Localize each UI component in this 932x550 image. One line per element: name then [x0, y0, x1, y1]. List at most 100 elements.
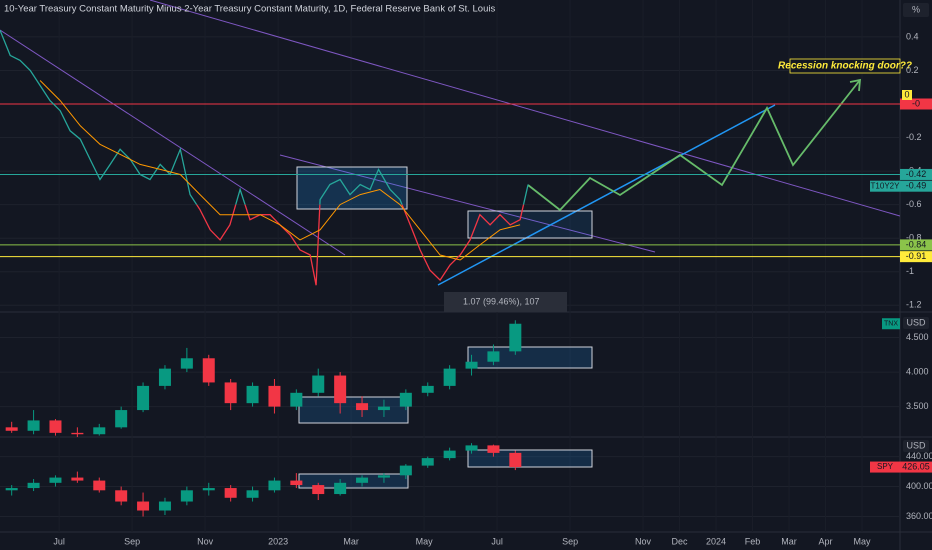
price-label: -0.91 [906, 251, 927, 261]
x-tick-label: Jul [53, 536, 65, 546]
price-label-box [900, 239, 932, 251]
x-tick-label: Sep [562, 536, 578, 546]
x-tick-label: Sep [124, 536, 140, 546]
range-box [467, 346, 593, 369]
y-tick-label: 400.00 [906, 481, 932, 491]
candle-body [268, 385, 281, 407]
candle-body [334, 375, 347, 404]
unit-label: % [912, 4, 920, 14]
price-label: -0.42 [906, 169, 927, 179]
price-label-box [900, 180, 932, 192]
candle-body [49, 420, 62, 433]
trend-line [437, 104, 776, 286]
y-tick-label: -0.6 [906, 199, 922, 209]
price-label: -0.84 [906, 239, 927, 249]
candle-body [49, 477, 62, 483]
candle-body [115, 410, 128, 428]
chart-title: 10-Year Treasury Constant Maturity Minus… [4, 4, 495, 15]
x-tick-label: Mar [343, 536, 359, 546]
price-label-box [900, 251, 932, 263]
price-label: -0 [912, 98, 920, 108]
candle-body [443, 450, 456, 459]
candle-body [202, 358, 215, 383]
candle-body [158, 501, 171, 511]
candle-body [158, 368, 171, 386]
y-tick-label: 360.00 [906, 511, 932, 521]
price-label: 426.05 [902, 461, 930, 471]
trend-line [149, 0, 900, 217]
candle-body [487, 351, 500, 362]
range-box [467, 449, 593, 468]
annotation-box [789, 58, 901, 74]
y-tick-label: 0.2 [906, 65, 919, 75]
x-tick-label: May [854, 536, 872, 546]
y-tick-label: 440.00 [906, 451, 932, 461]
price-label-box [900, 98, 932, 110]
candle-body [137, 385, 150, 411]
x-tick-label: May [416, 536, 434, 546]
candle-body [465, 445, 478, 451]
tooltip: 1.07 (99.46%), 107 [463, 296, 540, 306]
candle-body [356, 477, 369, 483]
y-tick-label: 3.500 [906, 401, 929, 411]
candle-body [334, 482, 347, 495]
x-tick-label: Feb [745, 536, 761, 546]
candle-body [115, 490, 128, 502]
candle-body [290, 480, 303, 486]
price-label: -0.49 [906, 181, 927, 191]
candle-body [137, 501, 150, 511]
x-tick-label: Nov [197, 536, 214, 546]
candle-body [268, 480, 281, 491]
candle-body [27, 482, 40, 489]
x-tick-label: Nov [635, 536, 652, 546]
candle-body [399, 465, 412, 476]
x-tick-label: Mar [781, 536, 797, 546]
candle-body [356, 403, 369, 411]
marker-label: 0 [904, 89, 909, 99]
y-tick-label: 4.000 [906, 366, 929, 376]
candle-body [421, 385, 434, 393]
candle-body [224, 382, 237, 404]
candle-body [290, 392, 303, 407]
candle-body [246, 385, 259, 404]
marker-box [902, 90, 912, 100]
y-tick-label: -0.8 [906, 233, 922, 243]
unit-box [903, 440, 929, 452]
projection-arrow [527, 79, 861, 212]
y-tick-label: -1 [906, 266, 914, 276]
candle-body [399, 392, 412, 407]
range-box [296, 166, 408, 210]
candle-body [443, 368, 456, 386]
candle-body [5, 427, 18, 431]
candle-body [509, 323, 522, 352]
series-line [39, 80, 521, 261]
candle-body [27, 420, 40, 431]
y-tick-label: -0.2 [906, 132, 922, 142]
x-tick-label: Jul [491, 536, 503, 546]
x-tick-label: 2023 [268, 536, 288, 546]
series-line [0, 29, 529, 205]
candle-body [71, 477, 84, 481]
series-name-box [870, 461, 900, 473]
labels: 0.40.2-0.2-0.4-0.6-0.8-1-1.2-0-0.42-0.49… [53, 31, 932, 546]
unit-label: USD [906, 317, 926, 327]
series-name-box [882, 318, 900, 330]
candle-body [246, 490, 259, 498]
trend-line [0, 29, 346, 256]
y-tick-label: 0.4 [906, 31, 919, 41]
candle-body [312, 375, 325, 393]
candle-body [487, 445, 500, 453]
candle-body [71, 432, 84, 435]
range-box [467, 210, 593, 239]
unit-label: USD [906, 440, 926, 450]
candle-body [224, 488, 237, 498]
candle-body [509, 452, 522, 468]
y-tick-label: -1.2 [906, 300, 922, 310]
marks [0, 29, 900, 517]
price-label-box [900, 461, 932, 473]
unit-box [903, 317, 929, 329]
candle-body [377, 406, 390, 411]
candle-body [421, 458, 434, 466]
